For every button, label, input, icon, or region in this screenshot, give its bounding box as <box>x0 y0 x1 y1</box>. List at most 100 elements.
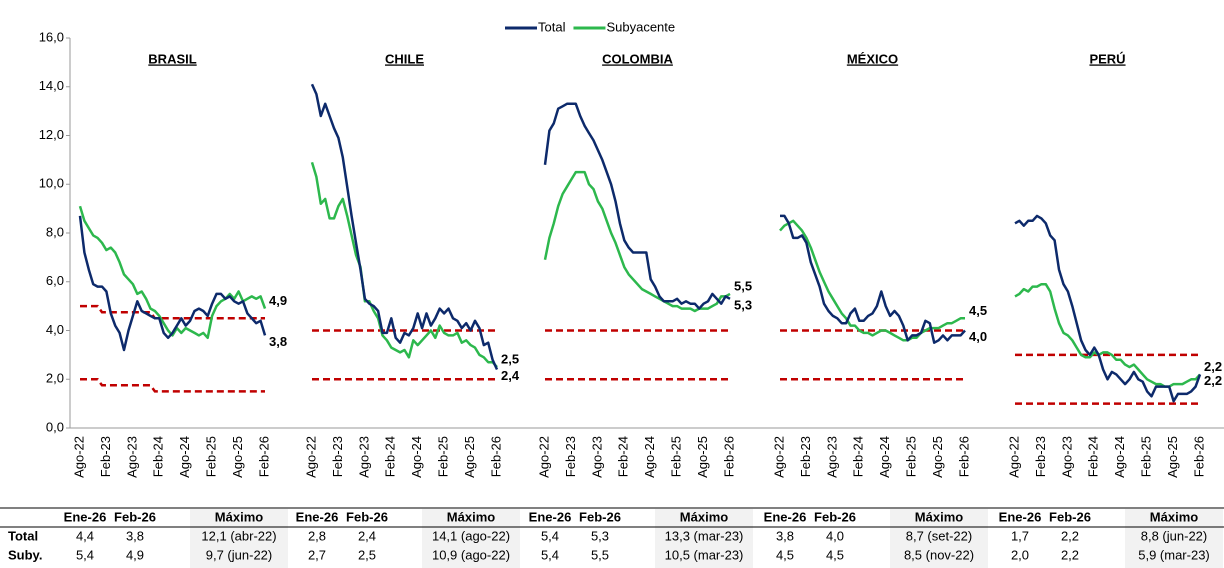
table-cell: 10,9 (ago-22) <box>432 547 510 562</box>
target-line <box>80 378 265 393</box>
x-tick-label: Feb-25 <box>669 436 684 477</box>
x-tick-label: Feb-25 <box>436 436 451 477</box>
table-header: Ene-26 <box>764 509 807 524</box>
table-header: Máximo <box>680 509 728 524</box>
table-shade <box>190 509 288 568</box>
x-tick-label: Feb-23 <box>563 436 578 477</box>
table-cell: 4,0 <box>826 528 844 543</box>
table-cell: 2,0 <box>1011 547 1029 562</box>
x-tick-label: Ago-24 <box>1112 436 1127 478</box>
table-cell: 5,4 <box>541 547 559 562</box>
x-tick-label: Ago-25 <box>230 436 245 478</box>
x-tick-label: Feb-25 <box>904 436 919 477</box>
table-header: Feb-26 <box>579 509 621 524</box>
x-tick-label: Ago-25 <box>930 436 945 478</box>
x-tick-label: Ago-22 <box>1006 436 1021 478</box>
x-tick-label: Feb-23 <box>1033 436 1048 477</box>
table-cell: 4,5 <box>826 547 844 562</box>
series-line <box>310 161 498 368</box>
panel-title: PERÚ <box>1089 51 1125 66</box>
series-line <box>543 102 731 310</box>
x-tick-label: Feb-24 <box>616 436 631 477</box>
y-tick-label: 4,0 <box>46 322 64 337</box>
end-label: 2,2 <box>1204 373 1222 388</box>
table-cell: 8,8 (jun-22) <box>1141 528 1207 543</box>
series-line <box>310 83 499 371</box>
table-shade <box>1125 509 1223 568</box>
table-cell: 2,7 <box>308 547 326 562</box>
table-cell: 1,7 <box>1011 528 1029 543</box>
end-label: 2,2 <box>1204 359 1222 374</box>
table-shade <box>655 509 753 568</box>
table-header: Feb-26 <box>1049 509 1091 524</box>
end-label: 2,5 <box>501 352 519 367</box>
end-label: 5,5 <box>734 278 752 293</box>
series-line <box>78 205 267 340</box>
x-tick-label: Ago-24 <box>877 436 892 478</box>
table-row-label: Total <box>8 528 38 543</box>
panel-title: CHILE <box>385 51 424 66</box>
table-cell: 4,5 <box>776 547 794 562</box>
panel-title: BRASIL <box>148 51 196 66</box>
legend-label: Subyacente <box>606 19 675 34</box>
y-tick-label: 14,0 <box>39 78 64 93</box>
table-cell: 8,5 (nov-22) <box>904 547 974 562</box>
x-tick-label: Feb-25 <box>1139 436 1154 477</box>
x-tick-label: Feb-26 <box>721 436 736 477</box>
target-line <box>80 304 265 320</box>
series-line <box>543 170 731 313</box>
table-cell: 5,4 <box>76 547 94 562</box>
x-tick-label: Feb-24 <box>151 436 166 477</box>
end-label: 4,9 <box>269 293 287 308</box>
end-label: 4,0 <box>969 329 987 344</box>
series-line <box>1014 282 1201 388</box>
table-cell: 2,2 <box>1061 547 1079 562</box>
table-cell: 4,9 <box>126 547 144 562</box>
x-tick-label: Ago-25 <box>1165 436 1180 478</box>
table-header: Máximo <box>215 509 263 524</box>
x-tick-label: Feb-26 <box>956 436 971 477</box>
end-label: 3,8 <box>269 334 287 349</box>
legend-label: Total <box>538 19 566 34</box>
table-header: Feb-26 <box>346 509 388 524</box>
table-cell: 3,8 <box>126 528 144 543</box>
x-tick-label: Ago-22 <box>71 436 86 478</box>
table-header: Ene-26 <box>296 509 339 524</box>
table-header: Máximo <box>1150 509 1198 524</box>
table-cell: 2,2 <box>1061 528 1079 543</box>
table-cell: 5,5 <box>591 547 609 562</box>
table-cell: 2,4 <box>358 528 376 543</box>
x-tick-label: Ago-23 <box>824 436 839 478</box>
table-cell: 2,8 <box>308 528 326 543</box>
table-cell: 9,7 (jun-22) <box>206 547 272 562</box>
table-row-label: Suby. <box>8 547 42 562</box>
y-tick-label: 16,0 <box>39 29 64 44</box>
x-tick-label: Ago-22 <box>536 436 551 478</box>
x-tick-label: Feb-24 <box>851 436 866 477</box>
table-cell: 2,5 <box>358 547 376 562</box>
table-cell: 10,5 (mar-23) <box>665 547 744 562</box>
y-tick-label: 12,0 <box>39 127 64 142</box>
end-label: 4,5 <box>969 303 987 318</box>
x-tick-label: Ago-24 <box>409 436 424 478</box>
table-header: Máximo <box>447 509 495 524</box>
y-tick-label: 10,0 <box>39 176 64 191</box>
x-tick-label: Feb-23 <box>98 436 113 477</box>
x-tick-label: Ago-25 <box>695 436 710 478</box>
table-cell: 5,4 <box>541 528 559 543</box>
y-tick-label: 2,0 <box>46 371 64 386</box>
y-tick-label: 0,0 <box>46 419 64 434</box>
series-line <box>780 214 966 344</box>
table-shade <box>890 509 988 568</box>
x-tick-label: Feb-24 <box>1086 436 1101 477</box>
x-tick-label: Ago-25 <box>462 436 477 478</box>
end-label: 5,3 <box>734 297 752 312</box>
series-line <box>1014 214 1202 403</box>
table-cell: 14,1 (ago-22) <box>432 528 510 543</box>
x-tick-label: Ago-23 <box>124 436 139 478</box>
table-header: Máximo <box>915 509 963 524</box>
x-tick-label: Ago-23 <box>589 436 604 478</box>
table-cell: 5,3 <box>591 528 609 543</box>
x-tick-label: Ago-24 <box>642 436 657 478</box>
